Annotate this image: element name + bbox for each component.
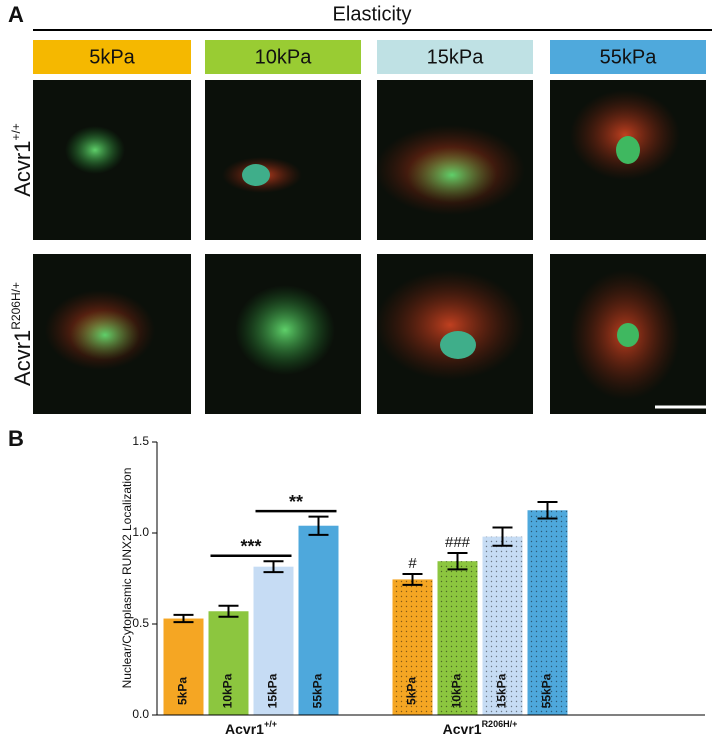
x-group-label-sup: R206H/+	[482, 719, 518, 729]
row-label-base: Acvr1	[10, 141, 35, 197]
column-header: 10kPa	[255, 46, 313, 68]
header-box	[550, 40, 706, 74]
nucleus	[617, 323, 639, 347]
error-bar	[402, 572, 423, 586]
nucleus	[242, 164, 270, 186]
significance: **	[289, 492, 303, 512]
bar-texture	[437, 561, 478, 715]
bar-texture	[482, 536, 523, 715]
y-axis-label: Nuclear/Cytoplasmic RUNX2 Localization	[120, 468, 134, 689]
column-header: 15kPa	[427, 46, 485, 68]
error-bar	[263, 560, 284, 574]
nucleus	[440, 331, 476, 359]
cell	[235, 285, 335, 375]
panel-label: A	[8, 2, 24, 27]
x-group-label-sup: +/+	[264, 719, 277, 729]
bar-label: 10kPa	[221, 673, 235, 708]
header-box	[377, 40, 533, 74]
cell	[407, 147, 497, 203]
column-header: 5kPa	[89, 46, 135, 68]
cell	[570, 90, 680, 180]
bar	[298, 525, 339, 715]
bar-label: 10kPa	[450, 673, 464, 708]
row-label-base: Acvr1	[10, 330, 35, 386]
bar-label: 15kPa	[495, 673, 509, 708]
bar-label: 5kPa	[405, 677, 419, 705]
error-bar	[173, 613, 194, 624]
error-bar	[447, 552, 468, 571]
bar-label: 55kPa	[540, 673, 554, 708]
bar-texture	[392, 579, 433, 715]
bar	[208, 611, 249, 715]
row-label-sup: R206H/+	[9, 282, 23, 330]
bar	[253, 566, 294, 715]
significance: ***	[240, 537, 261, 557]
y-tick-label: 0.5	[132, 616, 149, 630]
y-tick-label: 0.0	[132, 707, 149, 721]
bar-label: 15kPa	[266, 673, 280, 708]
cell	[65, 126, 125, 174]
nucleus	[616, 136, 640, 164]
micrographs	[33, 80, 706, 414]
cell	[70, 310, 140, 360]
y-tick-label: 1.0	[132, 525, 149, 539]
column-headers: 5kPa 10kPa 15kPa 55kPa	[33, 40, 706, 74]
header-box	[205, 40, 361, 74]
bar-label: 5kPa	[176, 677, 190, 705]
significance: ###	[445, 534, 471, 551]
x-group-label: Acvr1+/+	[225, 719, 277, 736]
bar	[163, 618, 204, 715]
header-box	[33, 40, 191, 74]
cell	[375, 270, 525, 380]
error-bar	[492, 526, 513, 547]
x-group-label-base: Acvr1	[225, 721, 264, 737]
y-tick-label: 1.5	[132, 434, 149, 448]
bar-texture	[527, 510, 568, 715]
error-bar	[308, 515, 329, 536]
x-group-label-base: Acvr1	[443, 721, 482, 737]
panel-title: Elasticity	[333, 3, 412, 25]
row-label-sup: +/+	[9, 123, 23, 140]
x-group-label: Acvr1R206H/+	[443, 719, 518, 736]
error-bar	[537, 501, 558, 520]
row-label: Acvr1+/+	[9, 123, 35, 197]
column-header: 55kPa	[600, 46, 658, 68]
row-label: Acvr1R206H/+	[9, 282, 35, 386]
error-bar	[218, 604, 239, 618]
bar-label: 55kPa	[311, 673, 325, 708]
panel-label: B	[8, 426, 24, 451]
significance: #	[408, 555, 417, 572]
